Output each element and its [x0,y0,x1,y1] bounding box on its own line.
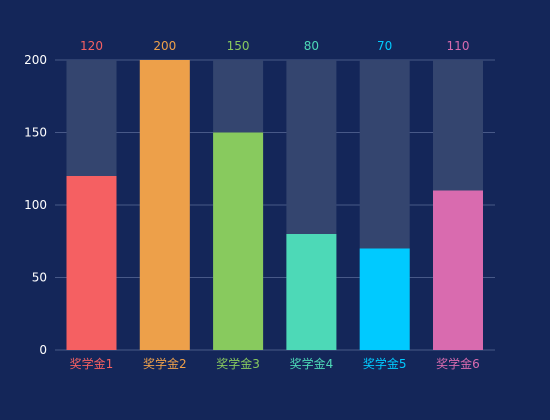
y-tick-label: 100 [24,198,47,212]
y-tick-label: 200 [24,53,47,67]
x-tick-label: 奖学金2 [143,356,187,371]
bars [66,60,483,350]
x-tick-label: 奖学金4 [290,356,334,371]
x-tick-label: 奖学金3 [216,356,260,371]
x-tick-label: 奖学金1 [70,356,114,371]
y-tick-label: 150 [24,126,47,140]
bar [286,234,337,350]
data-label: 70 [377,39,392,53]
bar [359,248,410,350]
y-axis-ticks: 0 50 100 150 200 [24,53,47,357]
data-labels: 120 200 150 80 70 110 [80,39,469,53]
data-label: 80 [304,39,319,53]
bar [213,132,264,350]
data-label: 200 [153,39,176,53]
bar [66,176,117,350]
bar [139,60,190,350]
data-label: 150 [227,39,250,53]
x-axis-labels: 奖学金1 奖学金2 奖学金3 奖学金4 奖学金5 奖学金6 [70,356,480,371]
data-label: 120 [80,39,103,53]
x-tick-label: 奖学金6 [436,356,480,371]
gridlines [55,59,495,351]
data-label: 110 [447,39,470,53]
y-tick-label: 50 [32,271,47,285]
x-tick-label: 奖学金5 [363,356,407,371]
y-tick-label: 0 [39,343,47,357]
bar [433,190,483,350]
